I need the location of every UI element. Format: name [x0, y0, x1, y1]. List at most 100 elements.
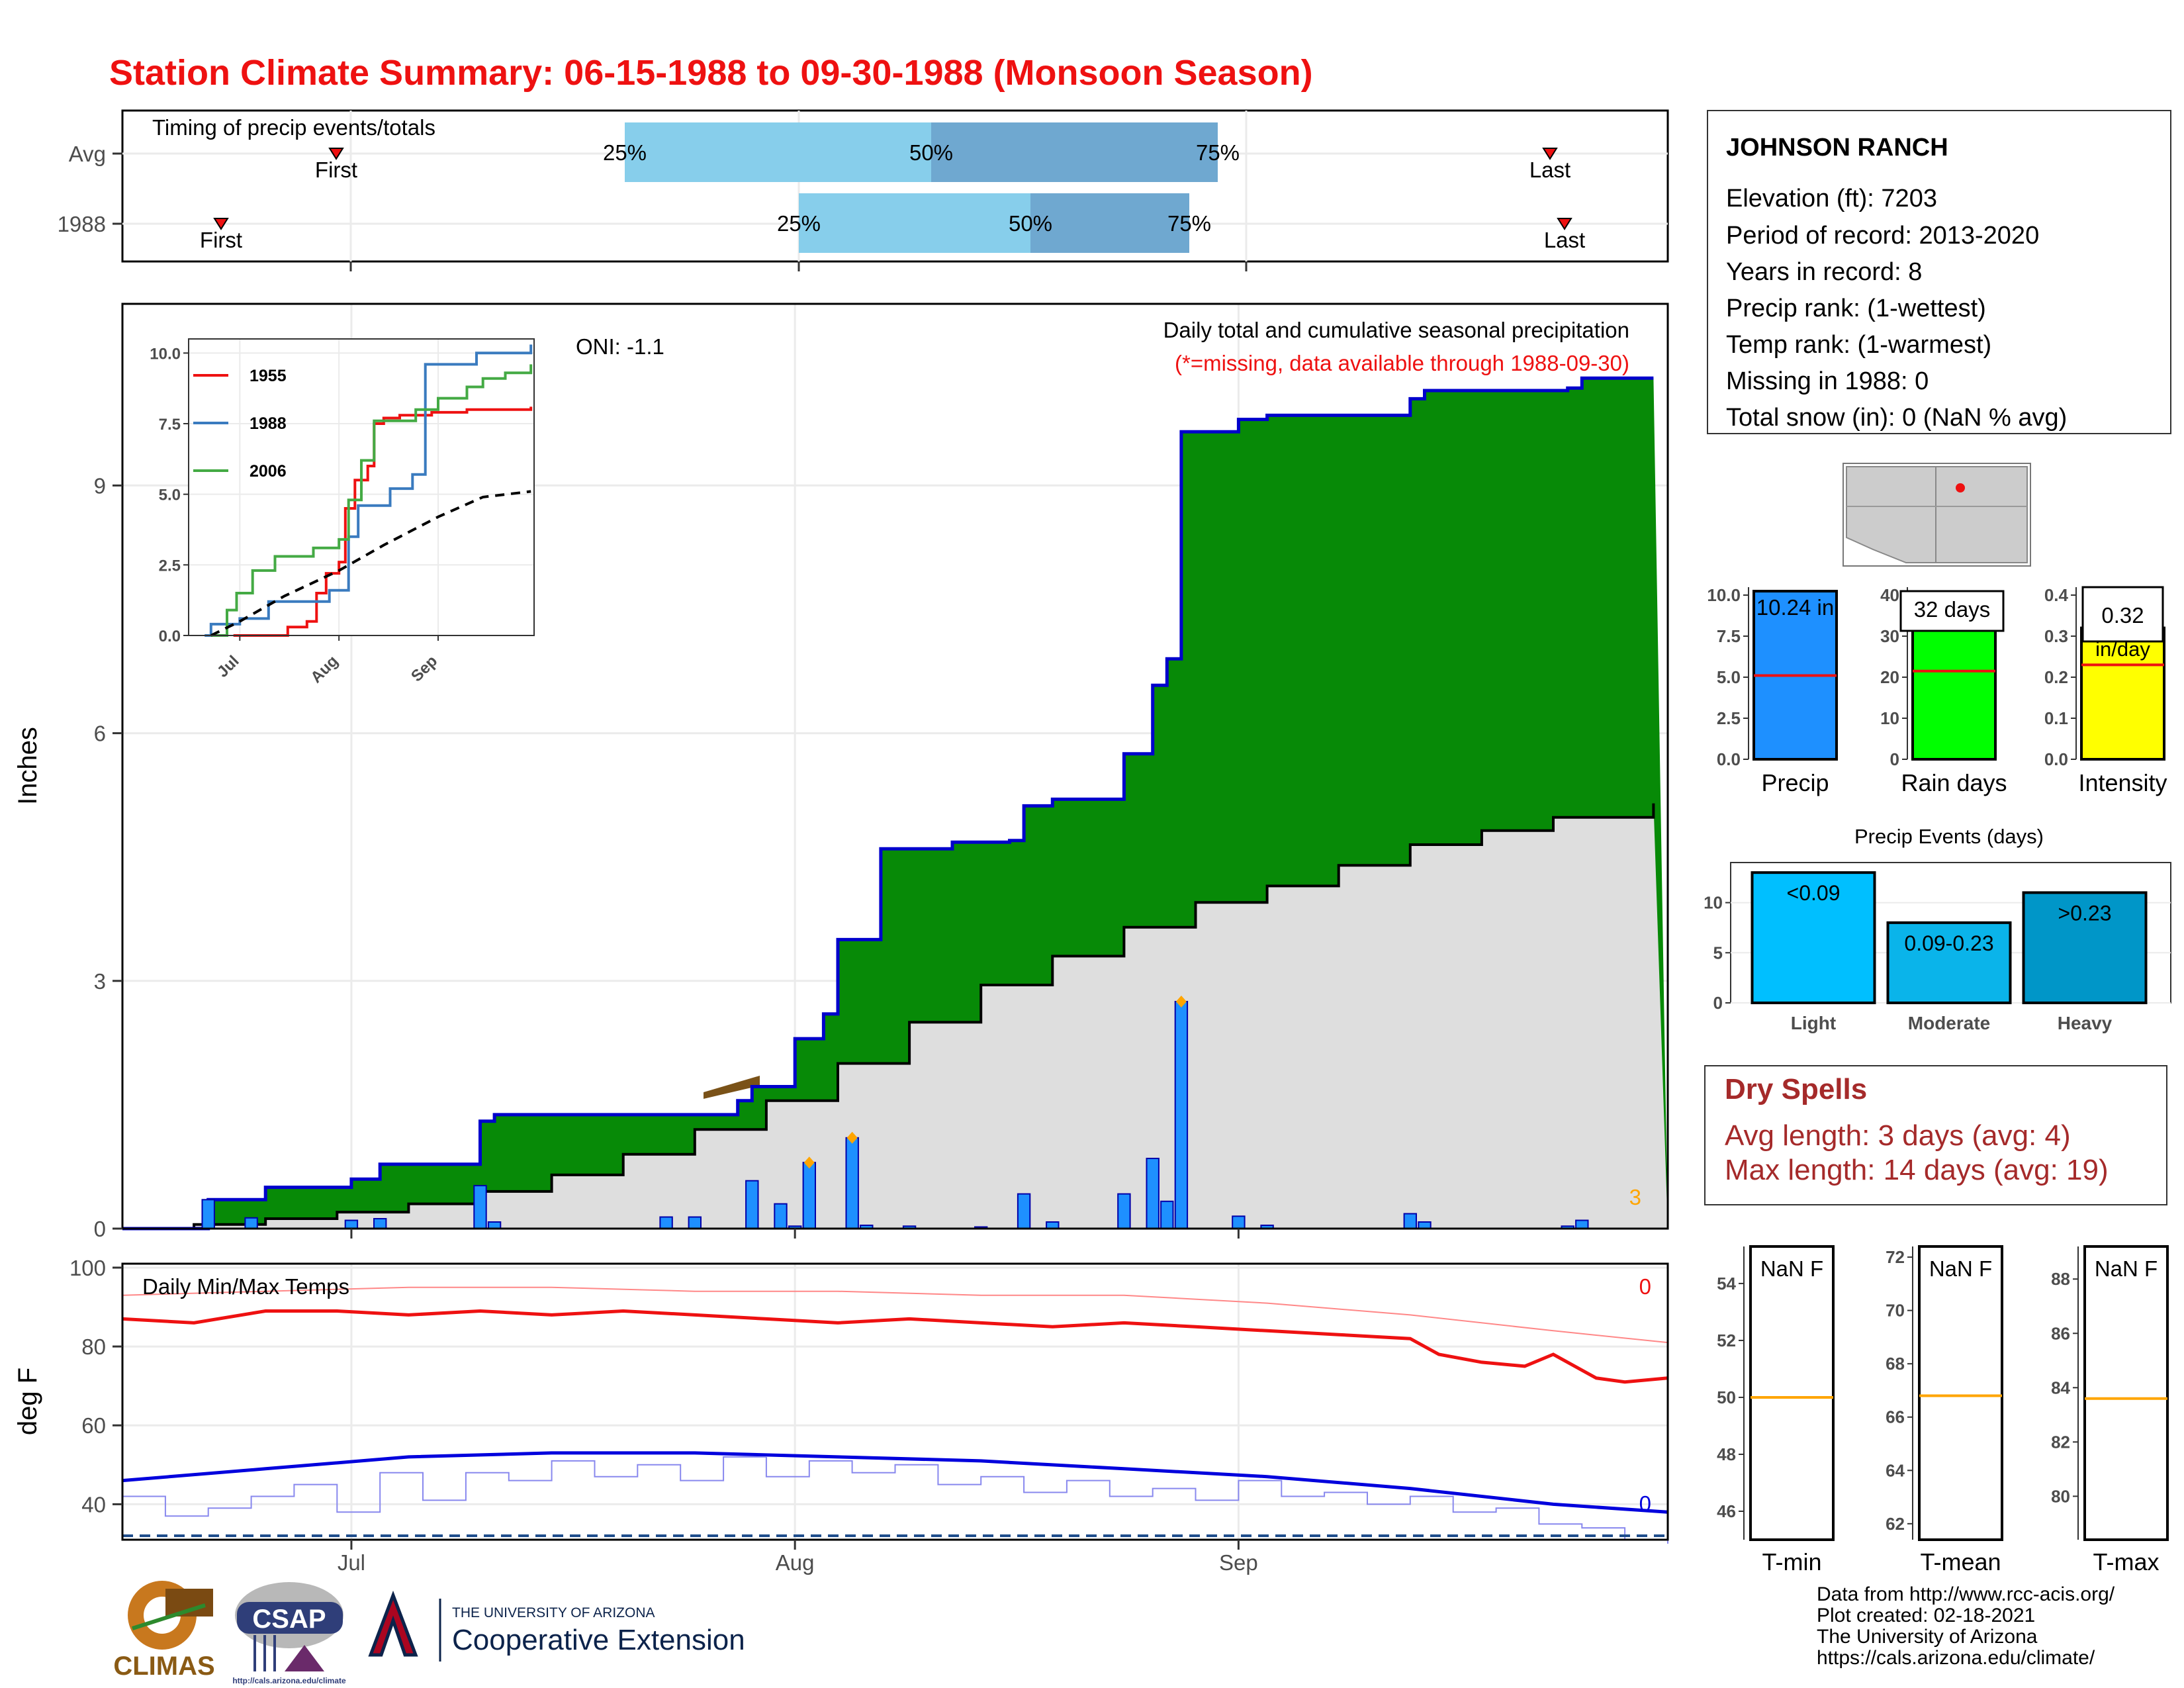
temp-box-label: T-max	[2093, 1548, 2159, 1575]
temp-box-ytick-label: 48	[1717, 1444, 1736, 1464]
daily-precip-bar	[1403, 1213, 1418, 1229]
credit-line-0: Data from http://www.rcc-acis.org/	[1817, 1583, 2115, 1605]
station-line-4: Temp rank: (1-warmest)	[1726, 331, 1991, 359]
temp-box-value: NaN F	[2095, 1256, 2158, 1281]
daily-precip-bar	[1117, 1193, 1131, 1229]
station-line-5: Missing in 1988: 0	[1726, 367, 1929, 395]
daily-precip-bar	[1575, 1219, 1589, 1229]
small-bar-ytick-label: 10	[1880, 708, 1899, 728]
avg-q25-label: 25%	[603, 140, 647, 165]
credit-line-1: Plot created: 02-18-2021	[1817, 1605, 2035, 1626]
small-bar-label: Intensity	[2078, 769, 2167, 796]
small-bar-ytick-label: 0.0	[2044, 749, 2068, 769]
small-bar-ytick-label: 7.5	[1717, 626, 1741, 646]
temp-frame-bg	[122, 1264, 1668, 1540]
temp-box-frame	[1918, 1245, 2003, 1541]
inset-legend-label: 1988	[250, 414, 287, 433]
precip-ytick-label: 6	[94, 722, 106, 746]
avg-q75-label: 75%	[1196, 140, 1240, 165]
small-bar-ytick-label: 30	[1880, 626, 1899, 646]
temp-box-t-min: 46 48 50 52 54 NaN F T-min	[1717, 1245, 1835, 1575]
yr-q50-label: 50%	[1009, 211, 1052, 236]
min-temp-normal-line	[122, 1456, 1668, 1544]
ua-logo: THE UNIVERSITY OF ARIZONA Cooperative Ex…	[368, 1590, 745, 1662]
temp-ytick-label: 60	[81, 1413, 106, 1438]
climatology-line	[122, 803, 1655, 1230]
chart-title: Station Climate Summary: 06-15-1988 to 0…	[109, 53, 1313, 93]
small-bar-value: 10.24 in	[1756, 595, 1834, 620]
temp-box-frame	[2083, 1245, 2169, 1541]
event-bar-category: Light	[1791, 1013, 1836, 1033]
small-bar-value: 0.32	[2101, 603, 2144, 628]
daily-precip-bar	[344, 1219, 359, 1229]
csap-logo: CSAP http://cals.arizona.edu/climate	[232, 1582, 346, 1685]
ua-big-text: Cooperative Extension	[452, 1624, 745, 1656]
precip-ylabel: Inches	[13, 727, 42, 805]
daily-precip-bar	[1146, 1158, 1160, 1229]
small-bar-ytick-label: 0.2	[2044, 667, 2068, 687]
daily-precip-bar	[659, 1216, 673, 1229]
avg-last-marker	[1542, 148, 1558, 160]
precip-ytick-label: 0	[94, 1217, 106, 1241]
small-bar-value-box	[1899, 590, 2005, 632]
max-temp-line	[122, 1309, 1668, 1384]
temp-box-t-max: 80 82 84 86 88 NaN F T-max	[2051, 1245, 2169, 1575]
temp-box-ytick-label: 54	[1717, 1274, 1736, 1293]
missing-note: (*=missing, data available through 1988-…	[1175, 351, 1629, 375]
yr-q75-label: 75%	[1167, 211, 1211, 236]
temp-box-ytick-label: 46	[1717, 1501, 1736, 1521]
temp-box-ytick-label: 66	[1886, 1407, 1905, 1427]
timing-row-avg: Avg	[69, 142, 106, 166]
cumulative-precip-line	[122, 376, 1654, 1231]
timing-row-year: 1988	[58, 212, 106, 236]
inset-frame	[188, 338, 535, 636]
precip-ytick-label: 3	[94, 969, 106, 994]
daily-precip-bar	[1160, 1200, 1174, 1230]
temp-box-label: T-mean	[1920, 1548, 2001, 1575]
inset-legend-label: 1955	[250, 367, 287, 385]
yr-last-label: Last	[1544, 228, 1585, 252]
station-line-2: Years in record: 8	[1726, 258, 1922, 286]
inset-ytick-label: 0.0	[159, 628, 181, 645]
station-name: JOHNSON RANCH	[1726, 134, 1948, 162]
events-ytick-label: 10	[1704, 893, 1723, 913]
small-bar-ytick-label: 20	[1880, 667, 1899, 687]
small-bar-ytick-label: 0.1	[2044, 708, 2068, 728]
daily-precip-bar	[745, 1180, 759, 1229]
event-bar-category: Moderate	[1908, 1013, 1990, 1033]
temp-min-count: 0	[1639, 1491, 1651, 1516]
inset-line-average	[210, 490, 531, 637]
oni-text: ONI: -1.1	[576, 334, 664, 359]
station-line-3: Precip rank: (1-wettest)	[1726, 295, 1986, 322]
dry-spells-box: Dry Spells Avg length: 3 days (avg: 4) M…	[1704, 1065, 2167, 1205]
small-bar-ytick-label: 0.3	[2044, 626, 2068, 646]
daily-precip-bar	[845, 1137, 859, 1230]
small-bar-value-box	[2081, 586, 2164, 643]
small-bar-value: 32 days	[1914, 597, 1991, 622]
small-bar-chart-1: 0 10 20 30 40 32 days Rain days	[1880, 585, 2007, 796]
small-bar	[1911, 626, 1997, 761]
daily-precip-bar	[774, 1203, 788, 1229]
daily-precip-bar	[802, 1162, 816, 1229]
daily-precip-bar	[688, 1216, 702, 1229]
temp-label: Daily Min/Max Temps	[142, 1274, 349, 1299]
date-tick-label: Aug	[776, 1550, 815, 1575]
station-info-box: JOHNSON RANCH Elevation (ft): 7203 Perio…	[1707, 110, 2171, 434]
event-bar-heavy	[2022, 891, 2148, 1005]
min-temp-line	[122, 1451, 1668, 1514]
locator-map	[1843, 463, 2031, 567]
temp-box-ytick-label: 62	[1886, 1514, 1905, 1534]
small-bar-chart-0: 0.0 2.5 5.0 7.5 10.0 10.24 in Precip	[1707, 585, 1838, 796]
temp-box-ytick-label: 80	[2051, 1486, 2070, 1506]
timing-label: Timing of precip events/totals	[152, 115, 435, 140]
temp-ytick-label: 100	[69, 1256, 106, 1280]
heavy-event-marker	[1175, 995, 1187, 1008]
yr-last-marker	[1557, 218, 1572, 230]
precip-subtitle: Daily total and cumulative seasonal prec…	[1163, 318, 1629, 342]
precip-frame	[121, 303, 1669, 1230]
avg-q50-label: 50%	[909, 140, 953, 165]
date-tick-label: Jul	[338, 1550, 365, 1575]
temp-frame	[121, 1262, 1669, 1541]
small-bar-ytick-label: 10.0	[1707, 585, 1741, 605]
